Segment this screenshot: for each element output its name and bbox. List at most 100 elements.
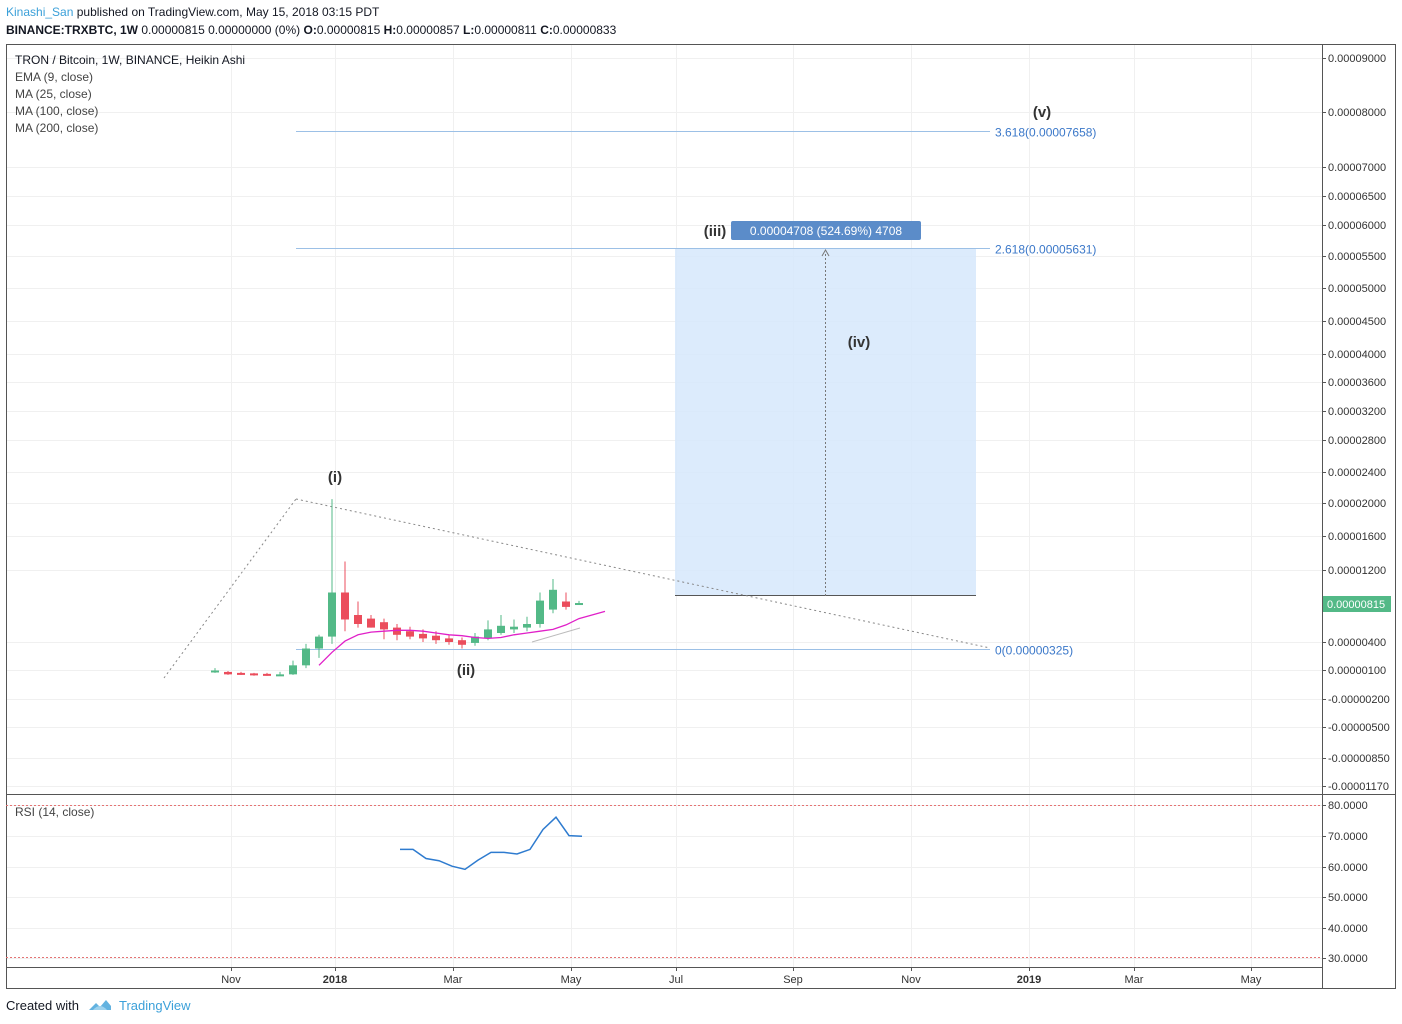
rsi-tick-label: 80.0000 <box>1328 800 1368 812</box>
time-tick-label: Jul <box>669 974 683 986</box>
time-tick-label: Mar <box>444 974 463 986</box>
chart-header: Kinashi_San published on TradingView.com… <box>6 3 616 39</box>
candle-body <box>497 625 505 633</box>
legend-ma200[interactable]: MA (200, close) <box>15 121 98 135</box>
price-tick-label: 0.00002400 <box>1328 467 1386 479</box>
price-axis: 0.00009000 0.00008000 0.00007000 0.00006500… <box>1322 53 1390 793</box>
candle-body <box>224 671 232 675</box>
candle-body <box>432 635 440 641</box>
price-tick-label: 0.00007000 <box>1328 162 1386 174</box>
legend-ma100[interactable]: MA (100, close) <box>15 104 98 118</box>
author-link[interactable]: Kinashi_San <box>6 5 74 19</box>
footer: Created with TradingView <box>6 997 191 1013</box>
current-price-badge <box>1323 596 1391 612</box>
rsi-tick-label: 70.0000 <box>1328 831 1368 843</box>
series-title: TRON / Bitcoin, 1W, BINANCE, Heikin Ashi <box>15 53 245 67</box>
time-tick-label: May <box>1241 974 1262 986</box>
candle-body <box>562 601 570 607</box>
candle-body <box>445 638 453 642</box>
measure-badge <box>731 221 921 240</box>
rsi-axis: 80.0000 70.0000 60.0000 50.0000 40.0000 30.00… <box>1322 800 1368 965</box>
ma-short-line <box>531 627 581 643</box>
candle-body <box>250 673 258 676</box>
candle-body <box>315 636 323 649</box>
fib-label: 0(0.00000325) <box>995 644 1073 658</box>
price-tick-label: 0.00006500 <box>1328 191 1386 203</box>
price-tick-label: 0.00006000 <box>1328 220 1386 232</box>
high-value: 0.00000857 <box>396 23 460 37</box>
time-tick-label: Sep <box>783 974 803 986</box>
legend-ema9[interactable]: EMA (9, close) <box>15 70 93 84</box>
impulse-trendline[interactable] <box>163 498 297 679</box>
price-tick-label: 0.00008000 <box>1328 107 1386 119</box>
chart-frame <box>6 44 1396 989</box>
current-price-text: 0.00000815 <box>1327 599 1385 611</box>
price-tick-label: -0.00000200 <box>1328 694 1390 706</box>
quote-change: 0.00000815 0.00000000 (0%) <box>141 23 301 37</box>
time-tick-label: Nov <box>221 974 241 986</box>
symbol-label: BINANCE:TRXBTC, 1W <box>6 23 138 37</box>
candle-body <box>419 633 427 639</box>
tradingview-logo-icon <box>88 1000 111 1010</box>
candle-body <box>380 622 388 630</box>
price-tick-label: 0.00002000 <box>1328 498 1386 510</box>
ohlc-line: BINANCE:TRXBTC, 1W 0.00000815 0.00000000… <box>6 21 616 39</box>
rsi-legend[interactable]: RSI (14, close) <box>15 805 94 819</box>
fib-label: 2.618(0.00005631) <box>995 243 1096 257</box>
publish-line: Kinashi_San published on TradingView.com… <box>6 3 616 21</box>
rsi-tick-label: 30.0000 <box>1328 953 1368 965</box>
time-tick-label: May <box>561 974 582 986</box>
fib-extension[interactable]: 3.618(0.00007658) 2.618(0.00005631) 0(0.00… <box>296 126 1096 658</box>
measure-badge-text: 0.00004708 (524.69%) 4708 <box>750 224 902 238</box>
time-axis: Nov 2018 Mar May Jul Sep Nov 2019 Mar May <box>221 967 1262 986</box>
candle-body <box>263 673 271 676</box>
candle-body <box>458 640 466 645</box>
rsi-line <box>400 816 583 871</box>
close-value: 0.00000833 <box>552 23 617 37</box>
candle-body <box>328 592 336 637</box>
rsi-tick-label: 60.0000 <box>1328 862 1368 874</box>
wave-label-ii: (ii) <box>457 662 475 679</box>
publish-info: published on TradingView.com, May 15, 20… <box>76 5 380 19</box>
candle-body <box>484 629 492 639</box>
legend-ma25[interactable]: MA (25, close) <box>15 87 92 101</box>
candle-body <box>354 615 362 624</box>
price-tick-label: 0.00004000 <box>1328 349 1386 361</box>
price-tick-label: 0.00000100 <box>1328 665 1386 677</box>
candles <box>211 499 583 677</box>
rsi-tick-label: 50.0000 <box>1328 892 1368 904</box>
grid <box>7 45 1322 967</box>
candle-body <box>523 624 531 628</box>
wave-label-i: (i) <box>328 469 342 486</box>
candle-body <box>406 631 414 637</box>
price-tick-label: 0.00004500 <box>1328 316 1386 328</box>
high-label: H: <box>383 23 397 37</box>
price-tick-label: -0.00000500 <box>1328 722 1390 734</box>
tradingview-link[interactable]: TradingView <box>118 997 191 1013</box>
candle-body <box>211 670 219 673</box>
time-tick-label: Nov <box>901 974 921 986</box>
candle-body <box>536 600 544 624</box>
created-with-label: Created with <box>6 997 79 1013</box>
candle-body <box>575 603 583 606</box>
candle-body <box>237 672 245 675</box>
projection-trendline[interactable] <box>295 498 991 649</box>
candle-body <box>276 674 284 677</box>
time-tick-label: 2019 <box>1017 974 1041 986</box>
projection-arrow-head <box>821 249 830 257</box>
low-label: L: <box>463 23 475 37</box>
price-tick-label: 0.00001200 <box>1328 565 1386 577</box>
candle-body <box>289 665 297 675</box>
candle-body <box>367 618 375 628</box>
price-tick-label: 0.00000400 <box>1328 637 1386 649</box>
time-tick-label: 2018 <box>323 974 347 986</box>
price-tick-label: -0.00000850 <box>1328 753 1390 765</box>
wave-label-v: (v) <box>1033 104 1051 121</box>
candle-body <box>341 592 349 620</box>
low-value: 0.00000811 <box>474 23 537 37</box>
rsi-tick-label: 40.0000 <box>1328 923 1368 935</box>
price-tick-label: 0.00003600 <box>1328 377 1386 389</box>
price-tick-label: -0.00001170 <box>1328 781 1389 793</box>
price-tick-label: 0.00003200 <box>1328 406 1386 418</box>
